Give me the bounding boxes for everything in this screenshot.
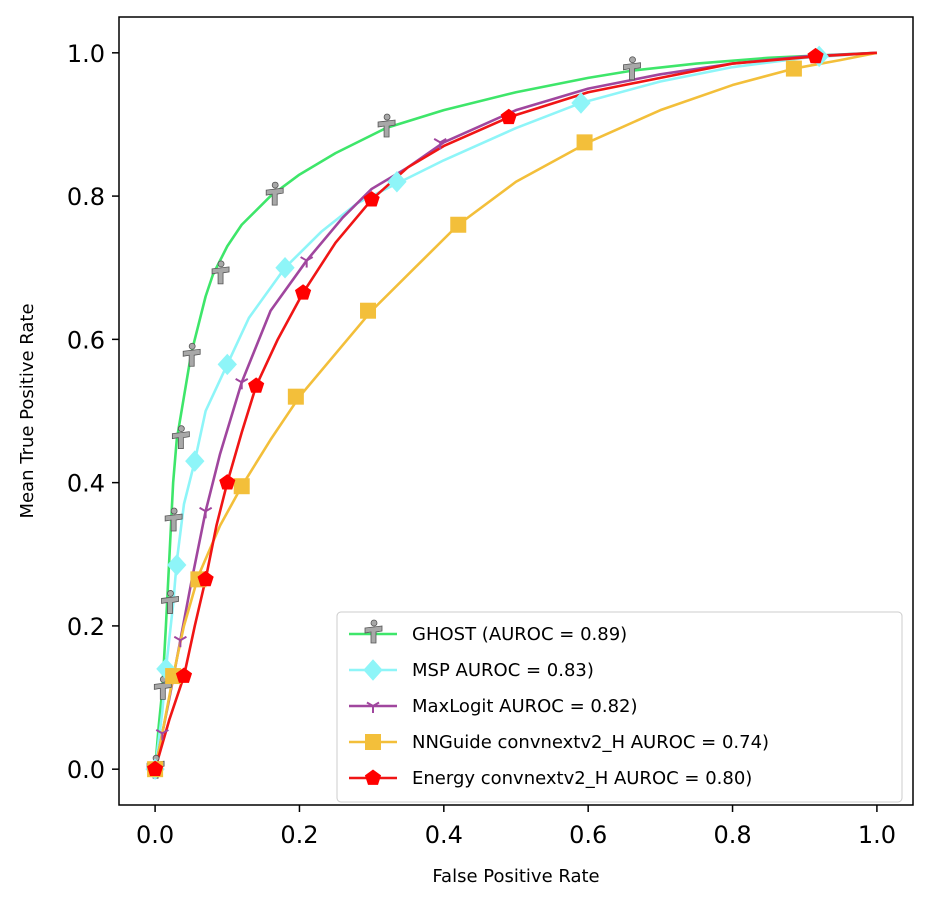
y-tick-label: 0.8	[67, 183, 105, 211]
series-0-point	[623, 56, 641, 81]
series-1-point	[387, 171, 407, 193]
series-4-point	[807, 47, 824, 64]
series-1-point	[571, 92, 591, 114]
series-3-point	[360, 302, 377, 319]
x-axis: 0.0 0.2 0.4 0.6 0.8 1.0	[136, 805, 896, 849]
legend-label: NNGuide convnextv2_H AUROC = 0.74)	[412, 732, 769, 753]
series-1-point	[217, 353, 237, 376]
series-4-point	[500, 108, 517, 125]
series-0-point	[182, 342, 201, 367]
series-3-point	[233, 478, 250, 495]
legend-entry: NNGuide convnextv2_H AUROC = 0.74)	[349, 732, 769, 753]
legend-entry: Energy convnextv2_H AUROC = 0.80)	[349, 768, 752, 789]
x-tick-label: 0.8	[713, 821, 751, 849]
series-2-point	[155, 728, 169, 741]
legend-swatch-marker	[366, 701, 380, 713]
series-4-point	[248, 377, 265, 393]
legend-entry: MaxLogit AUROC = 0.82)	[349, 696, 638, 717]
series-0-point	[164, 507, 183, 532]
series-0-point	[377, 113, 396, 138]
legend-label: Energy convnextv2_H AUROC = 0.80)	[412, 768, 752, 789]
series-0-point	[161, 590, 179, 614]
y-axis: 0.0 0.2 0.4 0.6 0.8 1.0	[67, 40, 119, 784]
series-line-3	[153, 51, 878, 770]
y-tick-label: 0.6	[67, 326, 105, 354]
series-4-point	[147, 760, 164, 777]
series-3-point	[287, 388, 304, 405]
series-line-0	[153, 51, 877, 770]
x-tick-label: 0.4	[425, 821, 463, 849]
legend-label: GHOST (AUROC = 0.89)	[412, 624, 627, 645]
legend-entry: MSP AUROC = 0.83)	[349, 659, 594, 681]
series-3-point	[450, 216, 467, 233]
legend-box	[336, 611, 903, 803]
series-2-point	[433, 137, 447, 150]
series-3-point	[785, 60, 802, 77]
legend-label: MSP AUROC = 0.83)	[412, 660, 594, 681]
series-markers	[145, 45, 829, 780]
x-axis-label: False Positive Rate	[432, 866, 599, 887]
series-2-point	[199, 506, 213, 519]
x-tick-label: 0.0	[136, 821, 174, 849]
y-tick-label: 0.0	[67, 756, 105, 784]
series-1-point	[275, 256, 295, 279]
series-2-point	[235, 377, 249, 390]
series-3-point	[165, 668, 182, 685]
plot-area	[118, 16, 914, 806]
series-0-point	[211, 260, 230, 285]
x-tick-label: 0.6	[569, 821, 607, 849]
legend-swatch-marker	[364, 769, 382, 785]
series-4-point	[175, 667, 193, 683]
series-1-point	[167, 554, 187, 576]
series-4-point	[294, 284, 312, 300]
series-0-point	[265, 181, 284, 206]
legend-swatch-marker	[363, 659, 383, 681]
series-0-point	[171, 425, 190, 450]
series-4-point	[197, 570, 214, 587]
series-4-point	[363, 191, 380, 207]
y-tick-label: 0.4	[67, 470, 105, 498]
y-axis-label: Mean True Positive Rate	[17, 303, 38, 518]
series-2-point	[300, 256, 314, 268]
y-tick-label: 0.2	[67, 613, 105, 641]
legend-swatch-marker	[364, 619, 383, 644]
y-tick-label: 1.0	[67, 40, 105, 68]
x-tick-label: 0.2	[280, 821, 318, 849]
series-curves	[153, 51, 878, 770]
x-tick-label: 1.0	[858, 821, 896, 849]
series-1-point	[185, 450, 205, 472]
legend: GHOST (AUROC = 0.89) MSP AUROC = 0.83) Max…	[336, 611, 903, 803]
legend-swatch-marker	[365, 734, 381, 750]
series-3-point	[576, 134, 593, 151]
series-4-point	[219, 474, 236, 490]
series-2-point	[173, 635, 187, 648]
legend-entry: GHOST (AUROC = 0.89)	[349, 619, 627, 645]
plot-frame	[118, 16, 914, 806]
legend-label: MaxLogit AUROC = 0.82)	[412, 696, 638, 717]
